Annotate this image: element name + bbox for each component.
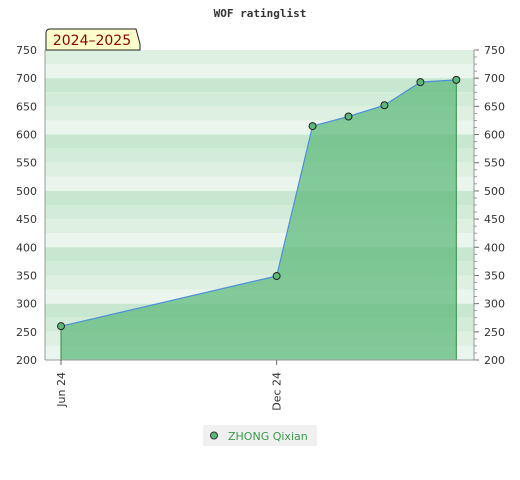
data-points bbox=[57, 75, 461, 331]
background-band bbox=[45, 78, 474, 93]
y-tick-label-right: 350 bbox=[484, 269, 505, 282]
y-tick-label-right: 500 bbox=[484, 185, 505, 198]
y-tick-label-right: 550 bbox=[484, 157, 505, 170]
y-tick-label-right: 600 bbox=[484, 129, 505, 142]
legend: ZHONG Qixian bbox=[203, 425, 317, 446]
y-tick-label-right: 750 bbox=[484, 44, 505, 57]
season-badge: 2024–2025 bbox=[45, 28, 141, 51]
series-area bbox=[61, 79, 457, 360]
data-point bbox=[308, 122, 317, 131]
y-tick-label-left: 400 bbox=[16, 241, 37, 254]
y-tick-label-left: 650 bbox=[16, 100, 37, 113]
data-point bbox=[272, 272, 281, 281]
y-tick-label-left: 200 bbox=[16, 354, 37, 367]
y-tick-label-right: 650 bbox=[484, 100, 505, 113]
chart-title: WOF ratinglist bbox=[214, 7, 307, 20]
data-point bbox=[452, 75, 461, 84]
y-tick-label-left: 450 bbox=[16, 213, 37, 226]
y-tick-label-right: 200 bbox=[484, 354, 505, 367]
background-band bbox=[45, 50, 474, 65]
y-tick-label-right: 400 bbox=[484, 241, 505, 254]
data-point bbox=[380, 101, 389, 110]
data-point bbox=[344, 112, 353, 121]
y-tick-label-left: 700 bbox=[16, 72, 37, 85]
x-tick-label: Dec 24 bbox=[271, 372, 284, 411]
y-tick-label-right: 450 bbox=[484, 213, 505, 226]
y-tick-label-left: 550 bbox=[16, 157, 37, 170]
y-tick-label-left: 500 bbox=[16, 185, 37, 198]
data-point bbox=[416, 78, 425, 87]
season-label: 2024–2025 bbox=[53, 33, 131, 49]
legend-box bbox=[203, 425, 317, 446]
y-tick-label-left: 300 bbox=[16, 298, 37, 311]
legend-marker bbox=[210, 431, 218, 440]
y-tick-label-left: 350 bbox=[16, 269, 37, 282]
y-tick-label-right: 700 bbox=[484, 72, 505, 85]
background-band bbox=[45, 92, 474, 107]
y-tick-label-left: 250 bbox=[16, 326, 37, 339]
x-tick-label: Jun 24 bbox=[55, 372, 68, 408]
background-band bbox=[45, 64, 474, 79]
y-tick-label-left: 750 bbox=[16, 44, 37, 57]
y-tick-label-right: 250 bbox=[484, 326, 505, 339]
y-tick-label-right: 300 bbox=[484, 298, 505, 311]
legend-series-name: ZHONG Qixian bbox=[228, 430, 308, 443]
data-point bbox=[57, 322, 65, 331]
y-tick-label-left: 600 bbox=[16, 129, 37, 142]
axes: 200 200 250 250 300 300 350 350 400 400 450 450 500 5… bbox=[16, 44, 505, 411]
season-badge-shape bbox=[45, 28, 141, 51]
